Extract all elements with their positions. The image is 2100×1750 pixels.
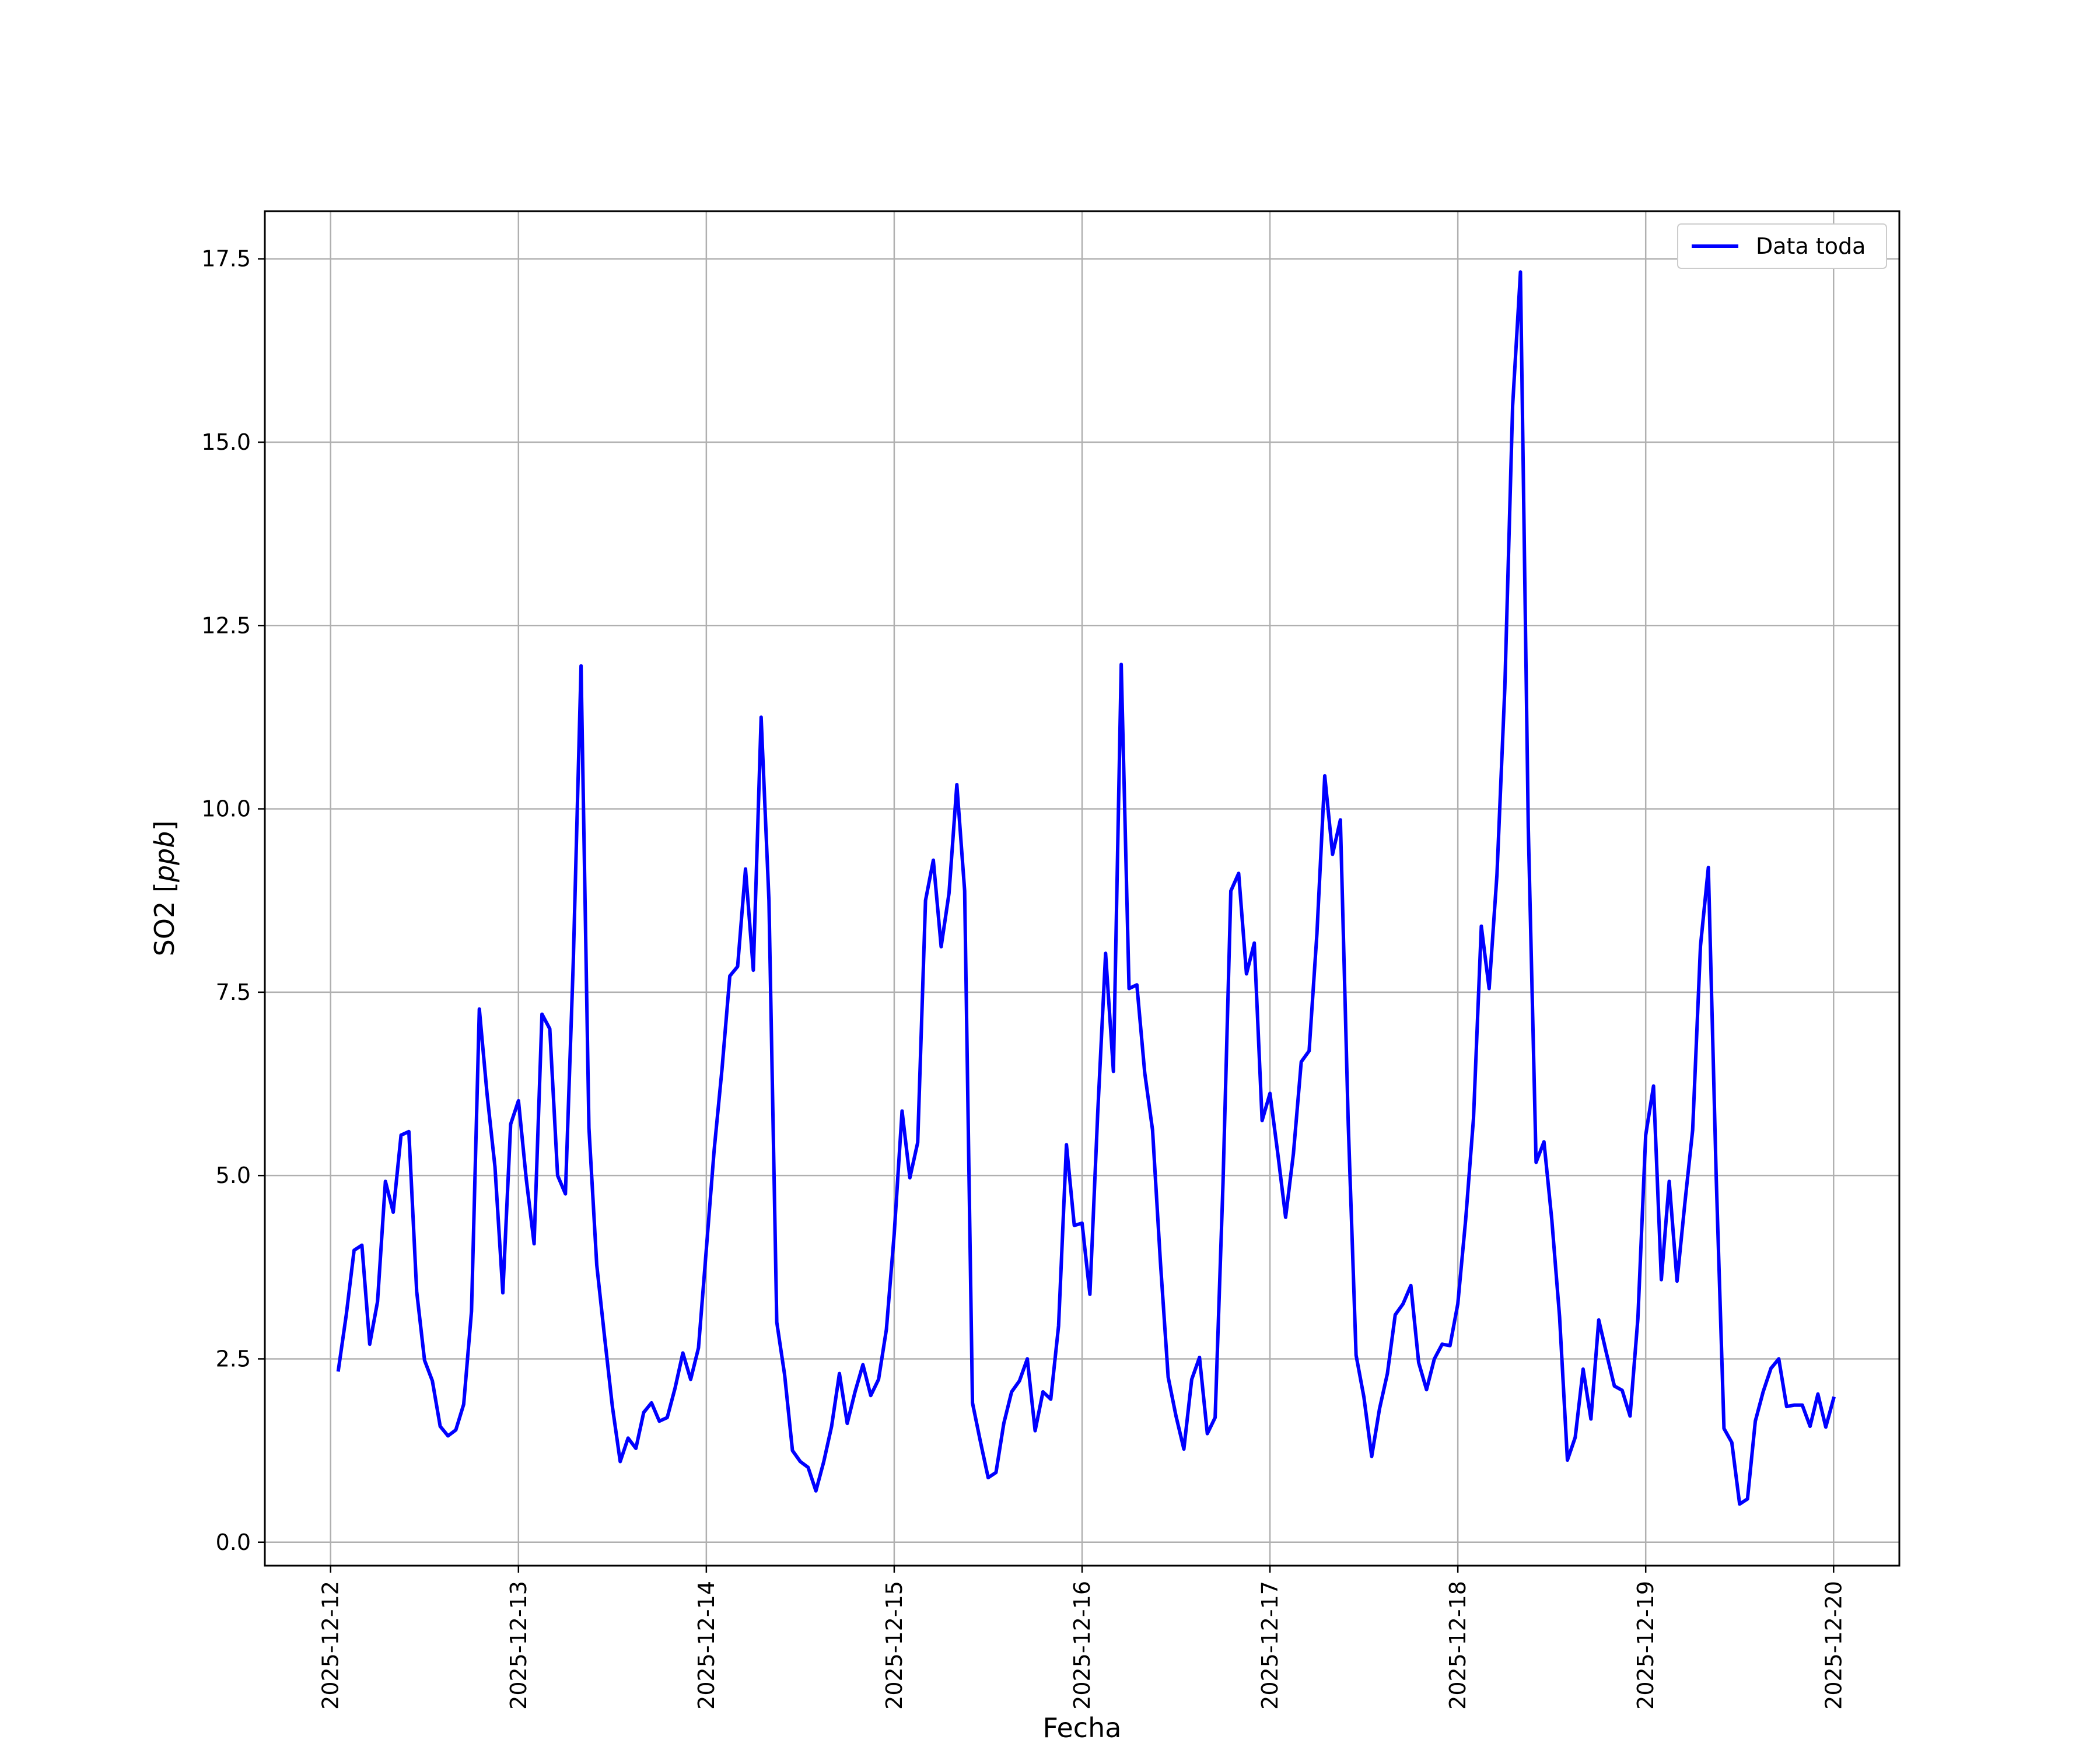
axis-ticks: 0.0 2.5 5.0 7.5 10.0 12.5 15.0 17.5 2025-12-12 20…	[201, 246, 1846, 1710]
x-tick-label: 2025-12-12	[318, 1581, 344, 1710]
y-axis-title-suffix: ]	[149, 821, 180, 831]
y-axis-title: SO2 [ppb]	[149, 821, 180, 957]
x-tick-label: 2025-12-13	[506, 1581, 531, 1710]
x-tick-label: 2025-12-19	[1633, 1581, 1658, 1710]
x-tick-label: 2025-12-15	[881, 1581, 907, 1710]
legend-box	[1677, 223, 1887, 269]
legend: Data toda	[1677, 223, 1887, 269]
grid-lines	[265, 211, 1899, 1566]
y-axis-title-prefix: SO2 [	[149, 882, 180, 956]
x-tick-label: 2025-12-17	[1257, 1581, 1283, 1710]
y-tick-label: 15.0	[201, 429, 251, 455]
y-tick-label: 12.5	[201, 612, 251, 638]
y-tick-label: 5.0	[216, 1163, 251, 1188]
x-tick-label: 2025-12-20	[1821, 1581, 1846, 1710]
series-layer	[336, 270, 1836, 1506]
y-tick-label: 7.5	[216, 979, 251, 1005]
y-tick-label: 0.0	[216, 1530, 251, 1555]
legend-label-data-toda: Data toda	[1756, 233, 1866, 259]
x-tick-label: 2025-12-14	[694, 1581, 719, 1710]
series-line-data-toda	[336, 270, 1836, 1506]
x-axis-title: Fecha	[1043, 1712, 1122, 1744]
y-axis-title-unit: ppb	[149, 831, 180, 883]
x-tick-label: 2025-12-18	[1445, 1581, 1471, 1710]
y-tick-label: 10.0	[201, 796, 251, 822]
x-tick-label: 2025-12-16	[1069, 1581, 1095, 1710]
y-tick-label: 2.5	[216, 1346, 251, 1371]
y-tick-label: 17.5	[201, 246, 251, 272]
